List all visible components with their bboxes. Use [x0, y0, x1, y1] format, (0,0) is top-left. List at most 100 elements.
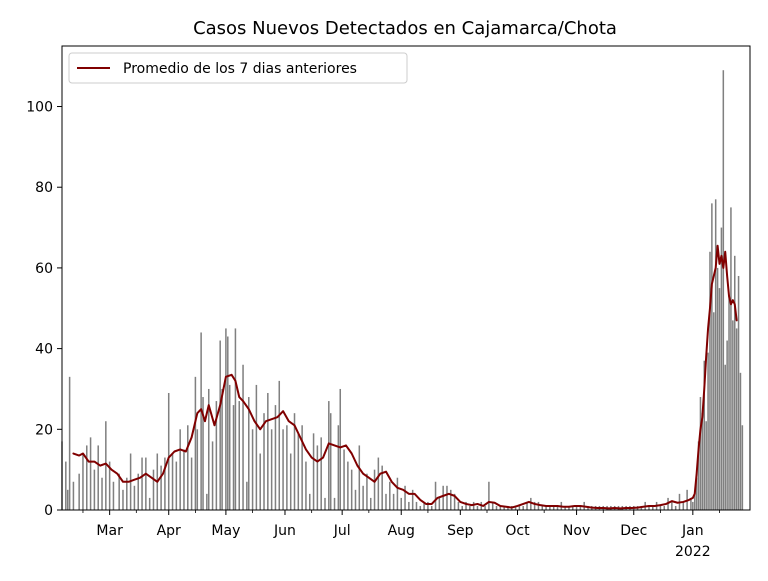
data-bar: [499, 505, 502, 510]
y-tick-label: 100: [26, 100, 53, 116]
x-tick-label: Apr: [157, 523, 181, 539]
data-bar: [289, 453, 292, 510]
data-bar: [659, 505, 662, 510]
data-bar: [674, 505, 677, 510]
data-bar: [225, 328, 227, 510]
data-bar: [495, 505, 498, 510]
data-bar: [491, 501, 494, 510]
bars-layer: [61, 70, 744, 511]
data-bar: [419, 505, 422, 510]
data-bar: [187, 425, 189, 510]
data-bar: [133, 485, 136, 510]
data-bar: [238, 401, 240, 510]
data-bar: [97, 445, 99, 510]
data-bar: [389, 481, 391, 510]
data-bar: [215, 401, 218, 510]
data-bar: [350, 469, 353, 510]
data-bar: [427, 501, 429, 510]
y-tick-label: 80: [35, 180, 53, 196]
data-bar: [324, 497, 326, 510]
data-bar: [671, 501, 673, 510]
data-bar: [333, 497, 336, 510]
data-bar: [707, 352, 709, 510]
data-bar: [234, 328, 237, 510]
data-bar: [572, 505, 574, 510]
data-bar: [518, 505, 521, 510]
data-bar: [526, 501, 528, 510]
data-bar: [66, 489, 69, 510]
data-bar: [112, 481, 115, 510]
x-tick-label: Mar: [96, 523, 123, 539]
data-bar: [652, 505, 654, 510]
data-bar: [728, 296, 730, 510]
data-bar: [703, 360, 706, 510]
data-bar: [726, 340, 728, 510]
data-bar: [469, 505, 471, 510]
data-bar: [682, 501, 685, 510]
data-bar: [423, 501, 425, 510]
data-bar: [286, 425, 288, 510]
data-bar: [297, 433, 300, 510]
y-tick-label: 60: [35, 261, 53, 277]
data-bar: [404, 485, 406, 510]
data-bar: [179, 429, 181, 510]
data-bar: [739, 372, 742, 510]
y-tick-label: 20: [35, 422, 53, 438]
data-bar: [337, 425, 340, 510]
data-bar: [320, 437, 322, 510]
data-bar: [415, 501, 418, 510]
data-bar: [312, 433, 315, 510]
legend-label: Promedio de los 7 dias anteriores: [123, 61, 357, 77]
y-tick-label: 0: [44, 503, 53, 519]
data-bar: [126, 477, 128, 510]
data-bar: [648, 505, 650, 510]
data-bar: [692, 501, 694, 510]
data-bar: [152, 469, 155, 510]
x-tick-label: Aug: [388, 523, 415, 539]
data-bar: [722, 70, 725, 511]
data-bar: [385, 493, 387, 510]
y-axis: 0 20 40 60 80 100: [26, 100, 62, 519]
data-bar: [145, 457, 147, 510]
data-bar: [564, 505, 566, 510]
data-bar: [65, 461, 67, 510]
data-bar: [381, 465, 383, 510]
data-bar: [219, 340, 221, 510]
plot-frame: [61, 45, 751, 511]
data-bar: [101, 477, 103, 510]
data-bar: [211, 441, 214, 510]
data-bar: [446, 485, 448, 510]
data-bar: [118, 473, 120, 510]
data-bar: [263, 413, 265, 510]
average-line: [72, 244, 738, 510]
data-bar: [711, 203, 713, 511]
data-bar: [86, 445, 88, 510]
data-bar: [522, 505, 524, 510]
data-bar: [93, 469, 96, 510]
data-bar: [246, 481, 248, 510]
data-bar: [735, 328, 738, 510]
data-bar: [141, 457, 143, 510]
data-bar: [514, 505, 517, 510]
data-bar: [741, 425, 744, 510]
data-bar: [724, 364, 726, 510]
data-bar: [714, 199, 717, 510]
data-bar: [301, 425, 303, 510]
x-tick-label: Nov: [563, 523, 590, 539]
data-bar: [737, 275, 740, 510]
data-bar: [695, 477, 698, 510]
data-bar: [137, 473, 139, 510]
data-bar: [242, 364, 244, 510]
data-bar: [457, 501, 460, 510]
data-bar: [465, 501, 467, 510]
data-bar: [227, 336, 229, 510]
data-bar: [160, 465, 162, 510]
data-bar: [716, 267, 719, 510]
data-bar: [541, 505, 544, 510]
data-bar: [82, 453, 84, 510]
data-bar: [718, 288, 721, 510]
data-bar: [167, 392, 170, 510]
legend: Promedio de los 7 dias anteriores: [68, 52, 408, 84]
